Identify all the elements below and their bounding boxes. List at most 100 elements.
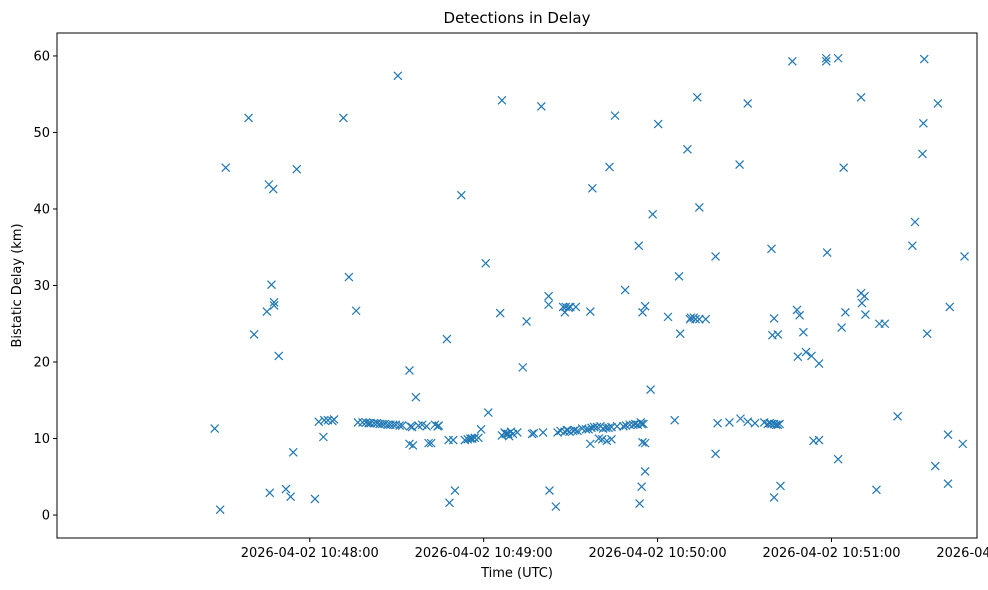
x-tick-label: 2026-04-02 10:50:00 [589, 546, 727, 561]
data-point [930, 461, 940, 471]
data-point [694, 203, 704, 212]
data-point [637, 419, 647, 429]
data-point [497, 95, 507, 105]
data-point [405, 421, 415, 431]
data-point [839, 163, 849, 173]
data-point [771, 420, 781, 430]
data-point [456, 190, 466, 200]
data-point [943, 479, 953, 489]
data-point [269, 297, 279, 307]
data-point [393, 71, 403, 81]
data-point [366, 418, 376, 428]
data-point [553, 427, 563, 437]
data-point [564, 303, 574, 313]
data-point [814, 435, 824, 445]
data-point [856, 92, 866, 102]
data-point [426, 438, 436, 448]
data-point [512, 427, 522, 437]
data-point [634, 241, 644, 251]
data-point [585, 307, 595, 316]
data-point [692, 92, 702, 102]
y-tick-label: 60 [33, 49, 50, 64]
data-point [607, 434, 616, 444]
data-point [518, 362, 528, 372]
data-point [448, 435, 458, 445]
data-point [814, 359, 824, 368]
data-point [244, 113, 254, 123]
data-point [833, 454, 843, 464]
data-point [395, 421, 405, 430]
y-axis-title: Bistatic Delay (km) [10, 223, 25, 347]
data-point [833, 53, 843, 63]
data-point [344, 272, 354, 282]
data-point [711, 251, 720, 261]
data-point [837, 323, 847, 333]
data-point [750, 418, 760, 428]
data-point [424, 438, 434, 448]
data-point [353, 418, 363, 427]
data-point [612, 421, 622, 431]
data-point [880, 319, 890, 329]
data-point [483, 408, 493, 417]
data-point [338, 113, 348, 123]
data-point [571, 302, 581, 312]
data-point [893, 411, 903, 421]
data-point [221, 163, 231, 173]
data-point [638, 419, 648, 429]
y-tick-label: 20 [33, 356, 50, 371]
x-axis: 2026-04-02 10:48:00 2026-04-02 10:49:00 20… [241, 538, 988, 561]
x-axis-title: Time (UTC) [480, 566, 553, 581]
data-point [919, 54, 929, 64]
data-point [763, 419, 773, 429]
y-tick-label: 0 [42, 509, 50, 524]
data-point [635, 499, 645, 508]
data-point [871, 485, 881, 495]
data-point [701, 314, 711, 324]
data-point [536, 102, 546, 111]
data-point [544, 291, 554, 301]
data-point [474, 433, 483, 443]
x-tick-label: 2026-04-02 10:52:00 [936, 546, 988, 561]
data-point [840, 307, 850, 317]
data-point [267, 280, 276, 290]
data-point [568, 426, 578, 436]
data-point [581, 424, 591, 434]
plot-area-frame [56, 32, 978, 539]
data-point [422, 421, 431, 431]
data-point [434, 421, 444, 430]
data-point [663, 312, 673, 322]
data-point [822, 248, 832, 258]
data-point [288, 447, 298, 457]
y-tick-label: 50 [33, 126, 50, 141]
data-point [646, 385, 656, 394]
data-point [776, 481, 785, 491]
data-point [604, 423, 614, 433]
data-point [292, 164, 302, 174]
data-point [922, 329, 932, 339]
data-point [450, 486, 460, 495]
x-tick-label: 2026-04-02 10:48:00 [241, 546, 379, 561]
data-point [860, 291, 869, 301]
data-point [318, 432, 328, 442]
data-point [544, 300, 554, 310]
data-point [610, 111, 620, 121]
data-point [638, 437, 647, 447]
data-point [807, 351, 816, 361]
y-tick-label: 10 [33, 432, 50, 447]
data-point [286, 492, 296, 502]
y-tick-label: 30 [33, 279, 50, 294]
data-point [683, 144, 692, 154]
data-point [793, 352, 803, 362]
y-tick-label: 40 [33, 202, 50, 217]
data-point [787, 56, 797, 66]
data-point [620, 285, 630, 295]
data-point [691, 314, 700, 324]
data-point [674, 271, 684, 281]
data-point [767, 244, 776, 254]
data-point [262, 307, 272, 316]
data-point [470, 433, 480, 443]
data-point [605, 162, 614, 172]
data-point [529, 428, 539, 438]
data-point [670, 415, 680, 425]
